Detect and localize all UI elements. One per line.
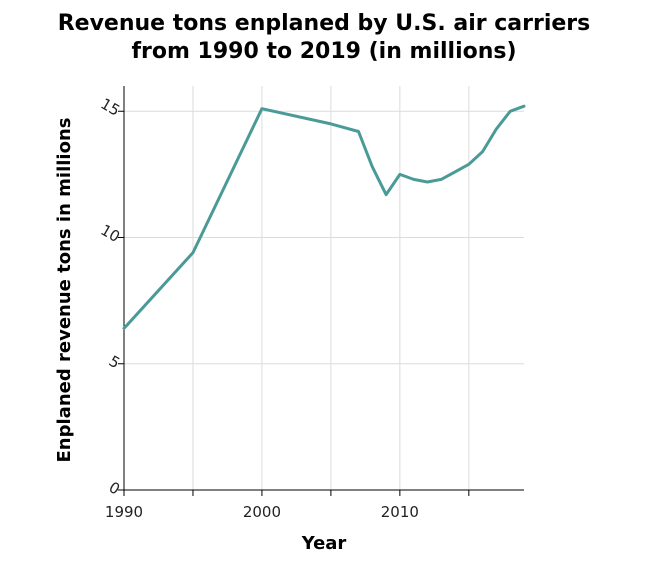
y-tick-label: 10	[97, 221, 123, 246]
series-group	[122, 104, 526, 330]
x-tick-label: 2000	[243, 503, 281, 521]
axes	[123, 86, 524, 491]
y-axis-ticks: 0 5 10 15	[97, 95, 124, 498]
y-tick-label: 15	[97, 95, 123, 120]
y-axis-title: Enplaned revenue tons in millions	[54, 118, 75, 463]
chart-title-line-2: from 1990 to 2019 (in millions)	[131, 39, 516, 64]
y-tick-label: 5	[106, 352, 123, 372]
series-line	[122, 104, 526, 330]
x-axis-title: Year	[301, 533, 347, 554]
grid	[124, 86, 524, 490]
chart-title-line-1: Revenue tons enplaned by U.S. air carrie…	[58, 11, 591, 36]
x-tick-label: 2010	[381, 503, 419, 521]
x-tick-label: 1990	[105, 503, 143, 521]
y-tick-label: 0	[106, 478, 123, 498]
x-axis-ticks: 1990 2000 2010	[105, 490, 470, 521]
